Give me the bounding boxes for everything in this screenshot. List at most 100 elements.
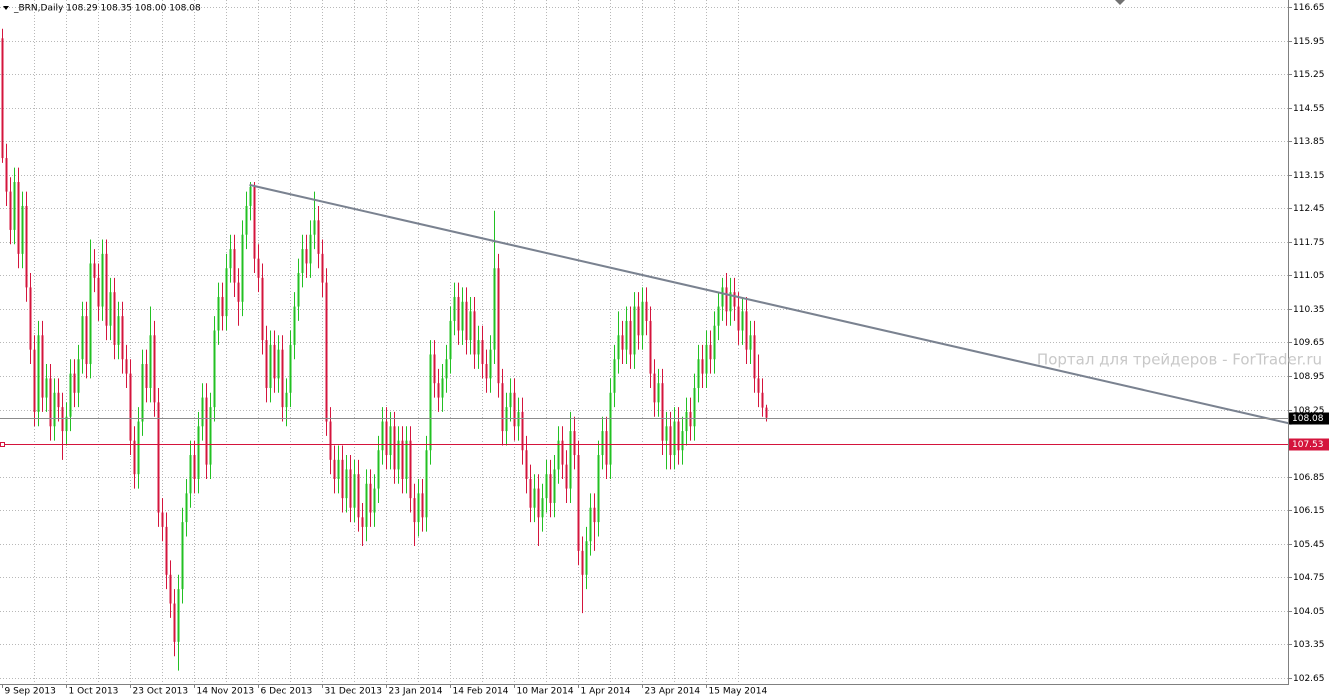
candle-body [137, 421, 140, 475]
candle-body [433, 354, 436, 384]
candle-body [681, 431, 684, 451]
candle-body [161, 512, 164, 527]
x-tick-label: 15 May 2014 [709, 687, 768, 697]
y-tick-label: 113.15 [1293, 171, 1325, 181]
x-tick-label: 6 Dec 2013 [261, 687, 313, 697]
candle-body [253, 186, 256, 259]
candle-body [141, 364, 144, 422]
candle-body [685, 411, 688, 432]
candle-body [297, 273, 300, 307]
candle-body [145, 364, 148, 388]
y-tick-label: 108.25 [1293, 406, 1325, 416]
candle-body [669, 426, 672, 456]
candle-body [481, 340, 484, 365]
candle-body [17, 182, 20, 254]
candle-body [33, 349, 36, 412]
candle-body [181, 522, 184, 590]
x-tick-label: 9 Sep 2013 [5, 687, 56, 697]
candle-body [273, 344, 276, 379]
candle-body [493, 268, 496, 350]
candle-body [245, 205, 248, 235]
price-label-box [1289, 412, 1329, 425]
candle-body [193, 455, 196, 479]
candle-body [349, 469, 352, 508]
price-label: 108.08 [1292, 414, 1324, 424]
candle-body [69, 373, 72, 417]
candle-body [525, 450, 528, 479]
candle-body [165, 526, 168, 575]
candle-body [5, 158, 8, 192]
candle-body [313, 220, 316, 235]
candle-body [41, 335, 44, 398]
candle-body [37, 335, 40, 412]
y-tick-label: 115.95 [1293, 37, 1325, 47]
candle-body [133, 440, 136, 475]
candle-body [109, 292, 112, 326]
candle-body [517, 411, 520, 427]
candle-body [569, 431, 572, 489]
candle-body [149, 335, 152, 388]
candle-body [233, 249, 236, 283]
candle-body [697, 359, 700, 388]
candle-body [745, 311, 748, 350]
y-tick-label: 115.25 [1293, 70, 1325, 80]
price-label: 107.53 [1292, 440, 1324, 450]
candle-body [329, 421, 332, 460]
candle-body [545, 474, 548, 499]
candle-body [45, 378, 48, 398]
candle-body [633, 306, 636, 355]
candle-body [597, 455, 600, 523]
candle-body [721, 287, 724, 307]
y-tick-label: 109.65 [1293, 338, 1325, 348]
y-tick-label: 106.85 [1293, 473, 1325, 483]
candle-body [753, 335, 756, 379]
candle-body [189, 455, 192, 494]
y-tick-label: 106.15 [1293, 506, 1325, 516]
candle-body [453, 296, 456, 321]
candle-body [301, 249, 304, 274]
candle-body [713, 325, 716, 360]
candle-body [485, 364, 488, 379]
dropdown-icon[interactable] [3, 6, 9, 10]
candle-body [409, 440, 412, 499]
candle-body [373, 488, 376, 513]
candle-body [589, 507, 592, 542]
candle-body [353, 474, 356, 508]
y-tick-label: 116.65 [1293, 3, 1325, 13]
y-tick-label: 108.95 [1293, 372, 1325, 382]
candle-body [393, 426, 396, 470]
candle-body [213, 330, 216, 408]
candle-body [709, 344, 712, 360]
candle-body [717, 306, 720, 326]
candle-body [77, 359, 80, 393]
candle-body [61, 407, 64, 432]
candle-body [309, 234, 312, 264]
candle-body [217, 296, 220, 331]
candle-body [461, 301, 464, 331]
candle-body [93, 263, 96, 278]
candle-body [81, 316, 84, 360]
candle-body [629, 320, 632, 355]
x-tick-label: 10 Mar 2014 [517, 687, 574, 697]
candle-body [277, 349, 280, 379]
candle-body [221, 296, 224, 317]
candle-body [401, 440, 404, 479]
candle-body [437, 383, 440, 398]
candle-body [157, 402, 160, 513]
candle-body [73, 373, 76, 393]
x-tick-label: 23 Apr 2014 [645, 687, 701, 697]
candle-body [365, 483, 368, 527]
candle-body [501, 383, 504, 432]
candle-body [285, 392, 288, 408]
candle-body [385, 421, 388, 456]
candle-body [241, 234, 244, 302]
x-tick-label: 23 Jan 2014 [389, 687, 443, 697]
candle-body [225, 268, 228, 317]
y-tick-label: 111.75 [1293, 238, 1325, 248]
x-tick-label: 14 Nov 2013 [197, 687, 255, 697]
y-tick-label: 110.35 [1293, 305, 1325, 315]
candle-body [201, 397, 204, 427]
candle-body [673, 421, 676, 456]
candle-body [477, 340, 480, 355]
